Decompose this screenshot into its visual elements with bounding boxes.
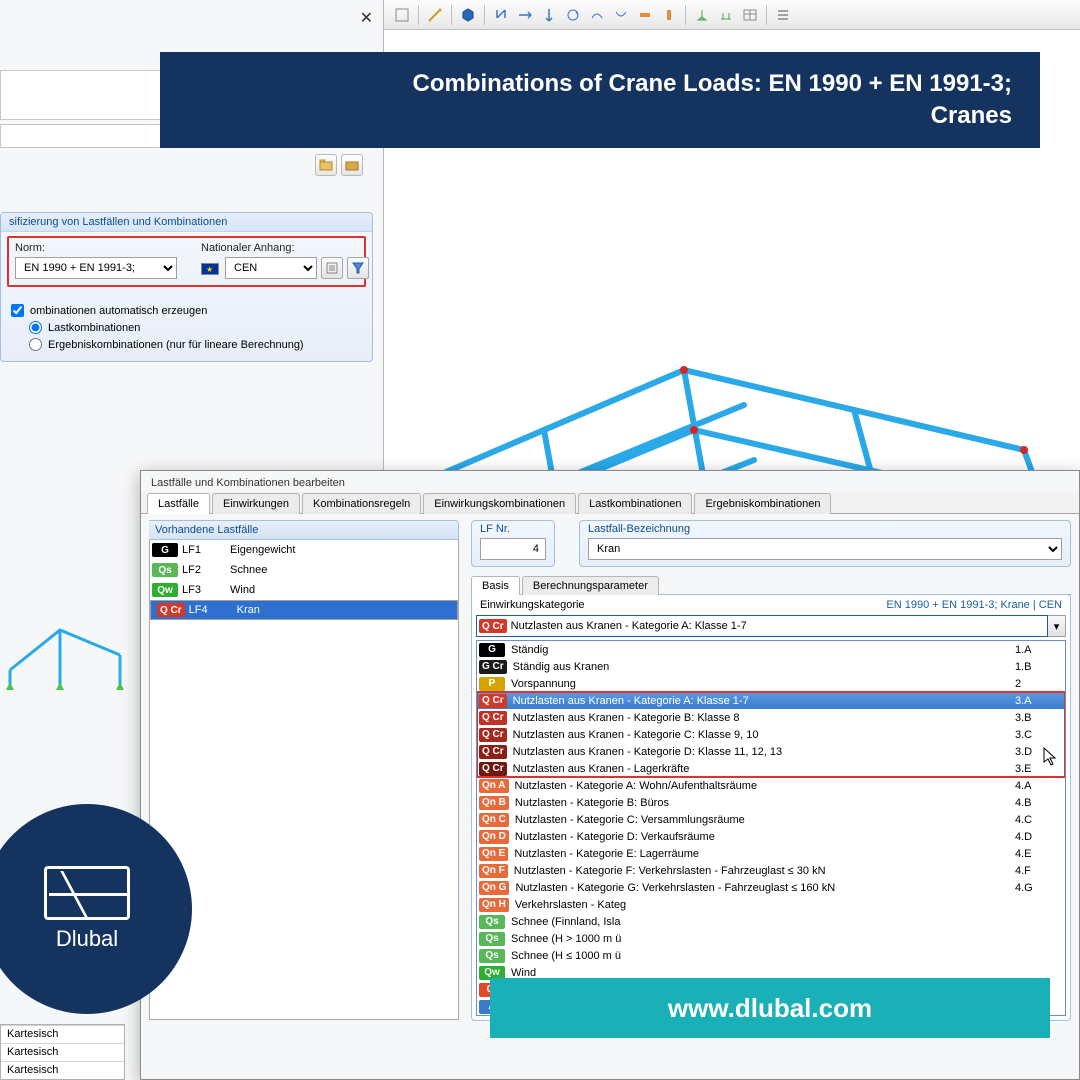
cat-row[interactable]: QsSchnee (H ≤ 1000 m ü	[477, 947, 1065, 964]
cat-row[interactable]: Qn FNutzlasten - Kategorie F: Verkehrsla…	[477, 862, 1065, 879]
tool-btn-cube[interactable]	[457, 4, 479, 26]
cat-row[interactable]: Qn ANutzlasten - Kategorie A: Wohn/Aufen…	[477, 777, 1065, 794]
load-btn-py[interactable]	[634, 4, 656, 26]
cat-row[interactable]: Q CrNutzlasten aus Kranen - Kategorie D:…	[477, 743, 1065, 760]
tool-btn-supp2[interactable]	[715, 4, 737, 26]
load-btn-my[interactable]	[586, 4, 608, 26]
cat-row[interactable]: Q CrNutzlasten aus Kranen - Kategorie A:…	[477, 692, 1065, 709]
tab-ergebniskombinationen[interactable]: Ergebniskombinationen	[694, 493, 831, 514]
load-btn-mz[interactable]	[610, 4, 632, 26]
loadcase-row[interactable]: Q CrLF4Kran	[150, 600, 458, 620]
load-btn-vz[interactable]	[538, 4, 560, 26]
cat-row[interactable]: Q CrNutzlasten aus Kranen - Kategorie B:…	[477, 709, 1065, 726]
cat-row[interactable]: Qn ENutzlasten - Kategorie E: Lagerräume…	[477, 845, 1065, 862]
na-select[interactable]: CEN	[225, 257, 317, 279]
norm-select[interactable]: EN 1990 + EN 1991-3;	[15, 257, 177, 279]
auto-combine-checkbox[interactable]	[11, 304, 24, 317]
cat-row[interactable]: Q CrNutzlasten aus Kranen - Kategorie C:…	[477, 726, 1065, 743]
lf-nr-label: LF Nr.	[480, 523, 546, 538]
loadcase-row[interactable]: QwLF3Wind	[150, 580, 458, 600]
loadcase-row[interactable]: GLF1Eigengewicht	[150, 540, 458, 560]
cat-row[interactable]: Q CrNutzlasten aus Kranen - Lagerkräfte3…	[477, 760, 1065, 777]
tab-einwirkungen[interactable]: Einwirkungen	[212, 493, 300, 514]
na-label: Nationaler Anhang:	[201, 242, 369, 254]
cat-row[interactable]: Qn GNutzlasten - Kategorie G: Verkehrsla…	[477, 879, 1065, 896]
cat-norm-label: EN 1990 + EN 1991-3; Krane | CEN	[886, 599, 1062, 611]
norm-highlight-box: Norm: EN 1990 + EN 1991-3; Nationaler An…	[7, 236, 366, 287]
auto-combine-label: ombinationen automatisch erzeugen	[30, 305, 207, 317]
tool-btn-list[interactable]	[772, 4, 794, 26]
subtab-berechnungsparameter[interactable]: Berechnungsparameter	[522, 576, 659, 595]
load-btn-pz[interactable]	[658, 4, 680, 26]
loadcase-list[interactable]: GLF1EigengewichtQsLF2SchneeQwLF3WindQ Cr…	[149, 540, 459, 1020]
ek-radio[interactable]	[29, 338, 42, 351]
close-icon[interactable]: ✕	[360, 8, 373, 28]
cat-row[interactable]: Qn HVerkehrslasten - Kateg	[477, 896, 1065, 913]
na-filter-icon[interactable]	[347, 257, 369, 279]
lf-desc-label: Lastfall-Bezeichnung	[588, 523, 1062, 538]
url-banner: www.dlubal.com	[490, 978, 1050, 1038]
cat-row[interactable]: GStändig1.A	[477, 641, 1065, 658]
tab-kombinationsregeln[interactable]: Kombinationsregeln	[302, 493, 421, 514]
norm-label: Norm:	[15, 242, 177, 254]
tab-lastfälle[interactable]: Lastfälle	[147, 493, 210, 514]
load-btn-vy[interactable]	[514, 4, 536, 26]
load-btn-n[interactable]	[490, 4, 512, 26]
cat-row[interactable]: Qn DNutzlasten - Kategorie D: Verkaufsrä…	[477, 828, 1065, 845]
loadcase-row[interactable]: QsLF2Schnee	[150, 560, 458, 580]
tool-btn-wand[interactable]	[424, 4, 446, 26]
cat-row[interactable]: Qn CNutzlasten - Kategorie C: Versammlun…	[477, 811, 1065, 828]
ek-radio-label: Ergebniskombinationen (nur für lineare B…	[48, 339, 304, 351]
lk-radio[interactable]	[29, 321, 42, 334]
tool-btn-supp[interactable]	[691, 4, 713, 26]
folder-icon[interactable]	[341, 154, 363, 176]
lf-desc-select[interactable]: Kran	[588, 538, 1062, 560]
lf-nr-input[interactable]	[480, 538, 546, 560]
cat-row[interactable]: G CrStändig aus Kranen1.B	[477, 658, 1065, 675]
cat-label: Einwirkungskategorie	[480, 599, 585, 611]
lk-radio-label: Lastkombinationen	[48, 322, 140, 334]
folder-add-icon[interactable]	[315, 154, 337, 176]
title-banner: Combinations of Crane Loads: EN 1990 + E…	[160, 52, 1040, 148]
dialog-title: Lastfälle und Kombinationen bearbeiten	[141, 471, 1079, 492]
tab-einwirkungskombinationen[interactable]: Einwirkungskombinationen	[423, 493, 576, 514]
tool-btn-table[interactable]	[739, 4, 761, 26]
cat-select[interactable]: Q Cr Nutzlasten aus Kranen - Kategorie A…	[476, 615, 1048, 637]
tool-btn-1[interactable]	[391, 4, 413, 26]
na-settings-icon[interactable]	[321, 257, 343, 279]
coord-grid: KartesischKartesischKartesisch	[0, 1024, 125, 1080]
tab-lastkombinationen[interactable]: Lastkombinationen	[578, 493, 692, 514]
cat-dropdown-list[interactable]: GStändig1.AG CrStändig aus Kranen1.BPVor…	[476, 640, 1066, 1016]
main-tabs: LastfälleEinwirkungenKombinationsregelnE…	[141, 492, 1079, 514]
cat-row[interactable]: PVorspannung2	[477, 675, 1065, 692]
subtab-basis[interactable]: Basis	[471, 576, 520, 595]
load-btn-mt[interactable]	[562, 4, 584, 26]
cat-row[interactable]: QsSchnee (H > 1000 m ü	[477, 930, 1065, 947]
main-toolbar	[384, 0, 1080, 30]
lf-list-header: Vorhandene Lastfälle	[149, 520, 459, 540]
cat-dropdown-icon[interactable]: ▾	[1048, 615, 1066, 637]
cat-row[interactable]: Qn BNutzlasten - Kategorie B: Büros4.B	[477, 794, 1065, 811]
group-title: sifizierung von Lastfällen und Kombinati…	[1, 213, 372, 232]
cat-row[interactable]: QsSchnee (Finnland, Isla	[477, 913, 1065, 930]
